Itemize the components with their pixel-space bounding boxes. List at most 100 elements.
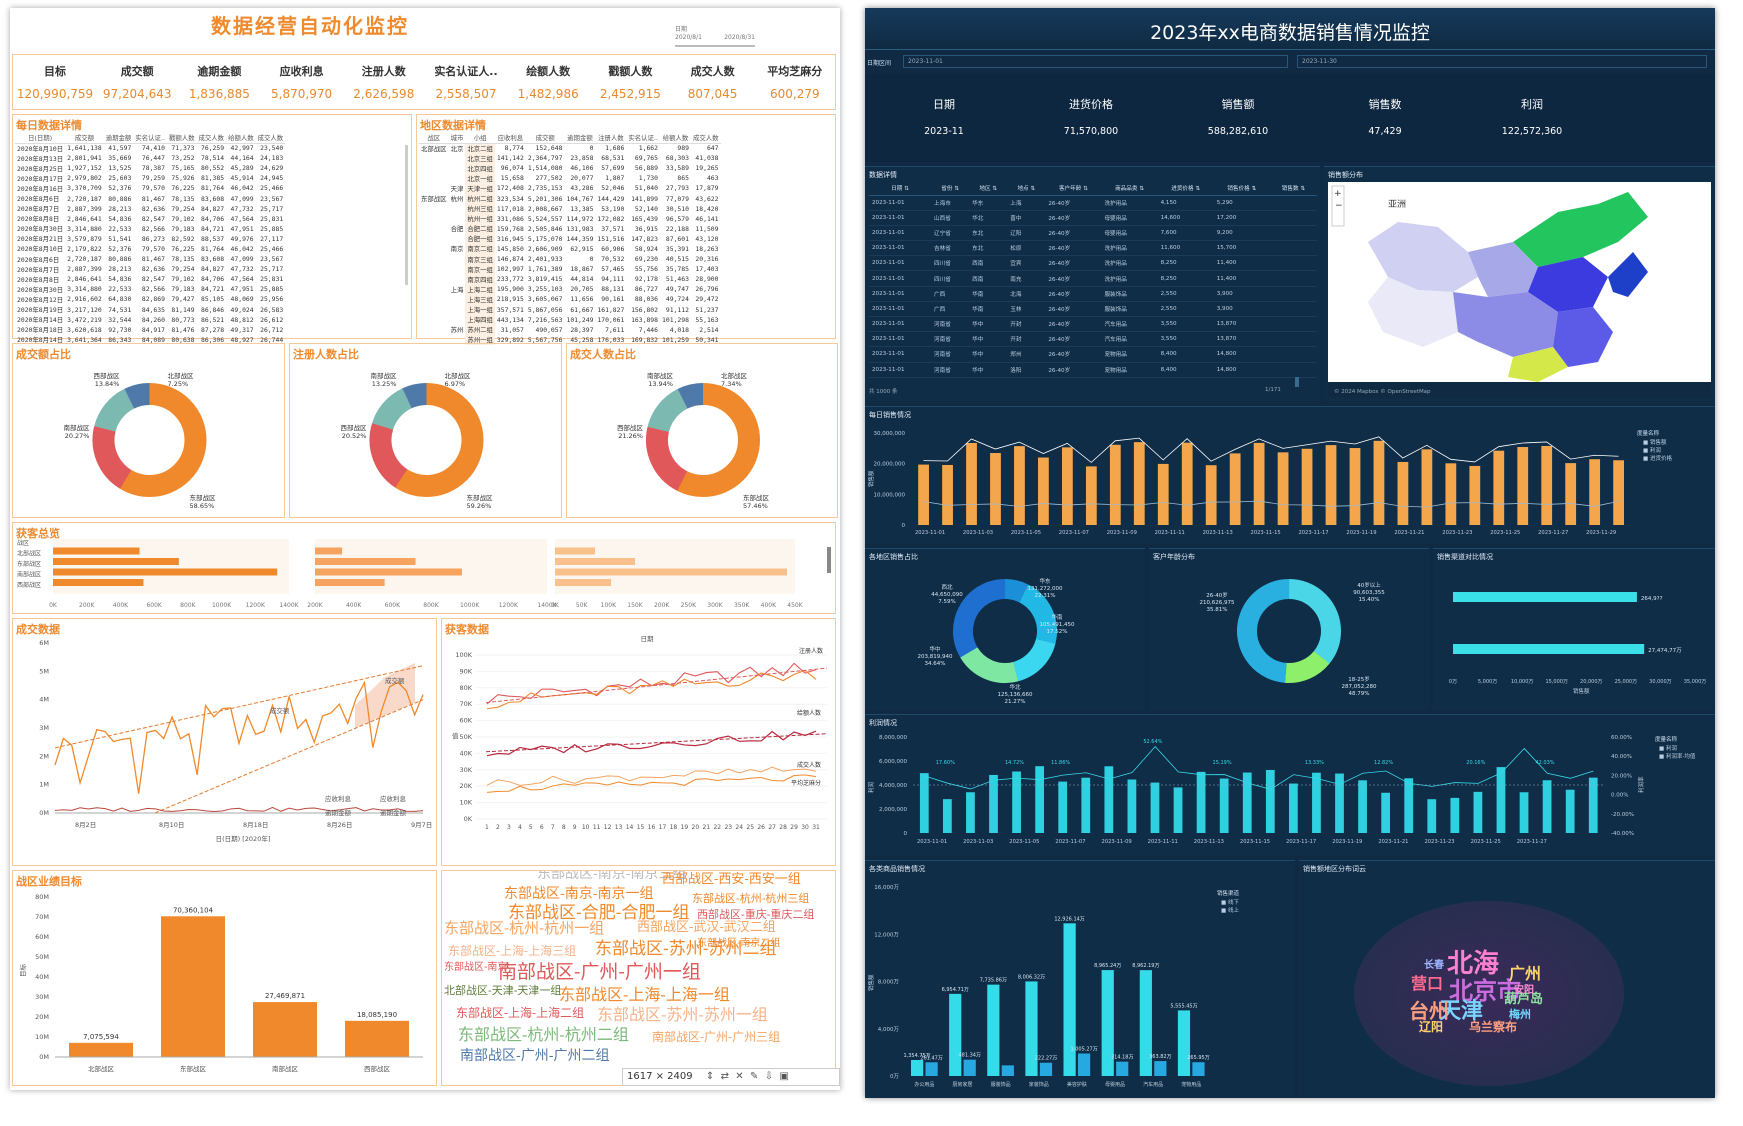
acq-bar[interactable] bbox=[555, 568, 787, 576]
table-row[interactable]: 2023-11-01 广西 华南 北海 26-40岁 服装饰品 2,550 3,900 bbox=[869, 286, 1317, 302]
profit-bar[interactable] bbox=[989, 774, 998, 833]
detail-header[interactable]: 省份 ⇅ bbox=[931, 181, 970, 196]
cloud-word[interactable]: 南部战区-广州-广州三组 bbox=[652, 1030, 781, 1044]
table-row[interactable]: 2020年8月14日 3,641,364 86,343 84,089 80,638 86,… bbox=[15, 335, 285, 345]
table-row[interactable]: 东部战区 杭州 杭州二组 323,534 5,201,306 104,767 144,429… bbox=[419, 193, 721, 204]
table-row[interactable]: 2020年8月7日 2,887,399 28,213 82,636 79,254 84,8… bbox=[15, 264, 285, 274]
donut-slice[interactable] bbox=[365, 379, 487, 501]
channel-bar[interactable] bbox=[1453, 644, 1645, 654]
profit-bar[interactable] bbox=[1404, 778, 1414, 833]
legend-item[interactable]: ■ 线下 bbox=[1221, 898, 1239, 906]
profit-bar[interactable] bbox=[966, 792, 975, 833]
map-region[interactable] bbox=[1453, 292, 1558, 357]
table-row[interactable]: 2020年8月17日 2,979,802 25,603 79,259 75,926 81,… bbox=[15, 173, 285, 183]
table-row[interactable]: 2023-11-01 上海市 华东 上海 26-40岁 洗护用品 4,150 5,290 bbox=[869, 195, 1317, 211]
category-bar-online[interactable] bbox=[1116, 1061, 1129, 1076]
sales-bar[interactable] bbox=[1445, 463, 1457, 525]
daily-header[interactable]: 成交人数 bbox=[255, 133, 286, 144]
profit-bar[interactable] bbox=[1519, 792, 1529, 833]
table-row[interactable]: 北部战区 北京 北京二组 8,774 152,648 0 1,686 1,662 989 647 bbox=[419, 143, 721, 154]
cloud-word[interactable]: 乌兰察布 bbox=[1469, 1020, 1518, 1034]
region-header[interactable]: 给额人数 bbox=[660, 133, 691, 144]
profit-bar[interactable] bbox=[1565, 789, 1575, 833]
profit-bar[interactable] bbox=[1196, 771, 1206, 833]
acq-bar[interactable] bbox=[53, 568, 278, 576]
table-row[interactable]: 南京 南京二组 145,850 2,606,909 62,915 60,906 58,924… bbox=[419, 243, 721, 255]
donut-slice[interactable] bbox=[92, 383, 207, 497]
table-row[interactable]: 2020年8月25日 1,927,152 13,525 78,387 75,165 80,… bbox=[15, 163, 285, 173]
sales-bar[interactable] bbox=[1349, 448, 1361, 525]
region-header[interactable]: 城市 bbox=[448, 133, 466, 144]
map-region[interactable] bbox=[1528, 257, 1608, 312]
sales-bar[interactable] bbox=[1133, 442, 1145, 525]
donut-slice[interactable] bbox=[641, 378, 765, 502]
sales-bar[interactable] bbox=[1469, 465, 1481, 525]
category-bar-offline[interactable] bbox=[1139, 970, 1152, 1076]
target-bar[interactable] bbox=[345, 1020, 409, 1057]
cloud-word[interactable]: 广州 bbox=[1509, 964, 1542, 983]
profit-rate-line[interactable] bbox=[924, 746, 1594, 790]
sales-bar[interactable] bbox=[1397, 461, 1409, 525]
detail-header[interactable]: 销售数 ⇅ bbox=[1269, 181, 1317, 196]
sales-bar[interactable] bbox=[942, 464, 953, 525]
daily-header[interactable]: 逾期金额 bbox=[103, 133, 134, 144]
table-row[interactable]: 上海 上海二组 195,900 3,255,103 20,705 88,131 86,727… bbox=[419, 284, 721, 295]
table-row[interactable]: 2020年8月18日 3,620,618 92,730 84,917 81,476 87,… bbox=[15, 325, 285, 335]
profit-bar[interactable] bbox=[1150, 782, 1160, 833]
table-row[interactable]: 天津 天津一组 172,408 2,735,153 43,286 52,046 51,040… bbox=[419, 183, 721, 194]
sales-bar[interactable] bbox=[1181, 442, 1193, 525]
region-header[interactable]: 战区 bbox=[419, 133, 449, 144]
detail-header[interactable]: 地点 ⇅ bbox=[1007, 181, 1046, 196]
region-header[interactable]: 成交额 bbox=[525, 133, 565, 144]
sales-bar[interactable] bbox=[1517, 447, 1529, 525]
target-bar[interactable] bbox=[253, 1002, 317, 1057]
category-bar-offline[interactable] bbox=[1101, 970, 1114, 1076]
table-row[interactable]: 2020年8月10日 1,641,138 41,597 74,410 71,373 76,… bbox=[15, 143, 285, 153]
category-bar-offline[interactable] bbox=[949, 993, 962, 1076]
category-bar-offline[interactable] bbox=[1025, 981, 1038, 1076]
profit-bar[interactable] bbox=[1219, 778, 1229, 833]
cloud-word[interactable]: 葫芦岛 bbox=[1504, 992, 1544, 1007]
sales-bar[interactable] bbox=[1157, 463, 1169, 525]
daily-header[interactable]: 日(日期) bbox=[15, 133, 66, 144]
sales-bar[interactable] bbox=[1565, 463, 1577, 525]
profit-bar[interactable] bbox=[1473, 791, 1483, 833]
profit-bar[interactable] bbox=[1312, 772, 1321, 833]
sales-bar[interactable] bbox=[918, 464, 929, 525]
table-row[interactable]: 2020年8月16日 3,370,709 52,376 79,570 76,225 81,… bbox=[15, 183, 285, 193]
profit-bar[interactable] bbox=[1081, 777, 1091, 833]
cloud-word[interactable]: 南部战区-广州-广州二组 bbox=[460, 1048, 610, 1064]
profit-bar[interactable] bbox=[1288, 783, 1298, 833]
map-region[interactable] bbox=[1508, 347, 1568, 382]
acq-series[interactable] bbox=[486, 730, 817, 757]
profit-bar[interactable] bbox=[1381, 792, 1391, 833]
map-region[interactable] bbox=[1513, 192, 1648, 267]
acq-bar[interactable] bbox=[315, 558, 416, 565]
region-header[interactable]: 注册人数 bbox=[595, 133, 627, 144]
profit-bar[interactable] bbox=[1335, 773, 1344, 833]
sales-bar[interactable] bbox=[1373, 440, 1385, 525]
cloud-word[interactable]: 东部战区-苏州-苏州二组 bbox=[595, 939, 777, 959]
sales-bar[interactable] bbox=[1014, 446, 1025, 525]
map-region[interactable] bbox=[1608, 252, 1648, 297]
sales-bar[interactable] bbox=[1229, 453, 1241, 525]
profit-bar[interactable] bbox=[942, 799, 952, 833]
table-row[interactable]: 杭州三组 117,018 2,008,667 13,385 53,190 52,140 30… bbox=[419, 203, 721, 214]
table-row[interactable]: 2020年8月6日 2,720,187 80,886 81,467 78,135 83,6… bbox=[15, 254, 285, 264]
table-row[interactable]: 合肥 合肥二组 159,768 2,505,846 131,983 37,571 36,91… bbox=[419, 223, 721, 234]
cloud-word[interactable]: 东部战区-苏州-苏州一组 bbox=[597, 1005, 768, 1024]
region-header[interactable]: 逾期金额 bbox=[564, 133, 596, 144]
table-row[interactable]: 2020年8月7日 2,887,399 28,213 82,636 79,254 84,8… bbox=[15, 204, 285, 214]
acq-bar[interactable] bbox=[53, 547, 140, 555]
acq-bar[interactable] bbox=[53, 558, 179, 565]
category-bar-offline[interactable] bbox=[1063, 923, 1076, 1076]
sales-bar[interactable] bbox=[1109, 444, 1121, 525]
table-row[interactable]: 苏州 苏州二组 31,057 490,057 28,397 7,611 7,446 4,018… bbox=[419, 324, 721, 335]
cloud-word[interactable]: 东部战区-南京-南京一组 bbox=[504, 886, 654, 902]
table-row[interactable]: 北京一组 15,658 277,502 20,077 1,807 1,730 865 463 bbox=[419, 173, 721, 184]
region-header[interactable]: 应收利息 bbox=[494, 133, 526, 144]
table-row[interactable]: 南京一组 102,997 1,761,389 18,867 57,465 55,756 35… bbox=[419, 264, 721, 275]
legend-item[interactable]: ■ 线上 bbox=[1221, 906, 1239, 914]
daily-header[interactable]: 戳额人数 bbox=[166, 133, 197, 144]
sales-bar[interactable] bbox=[1421, 449, 1433, 525]
